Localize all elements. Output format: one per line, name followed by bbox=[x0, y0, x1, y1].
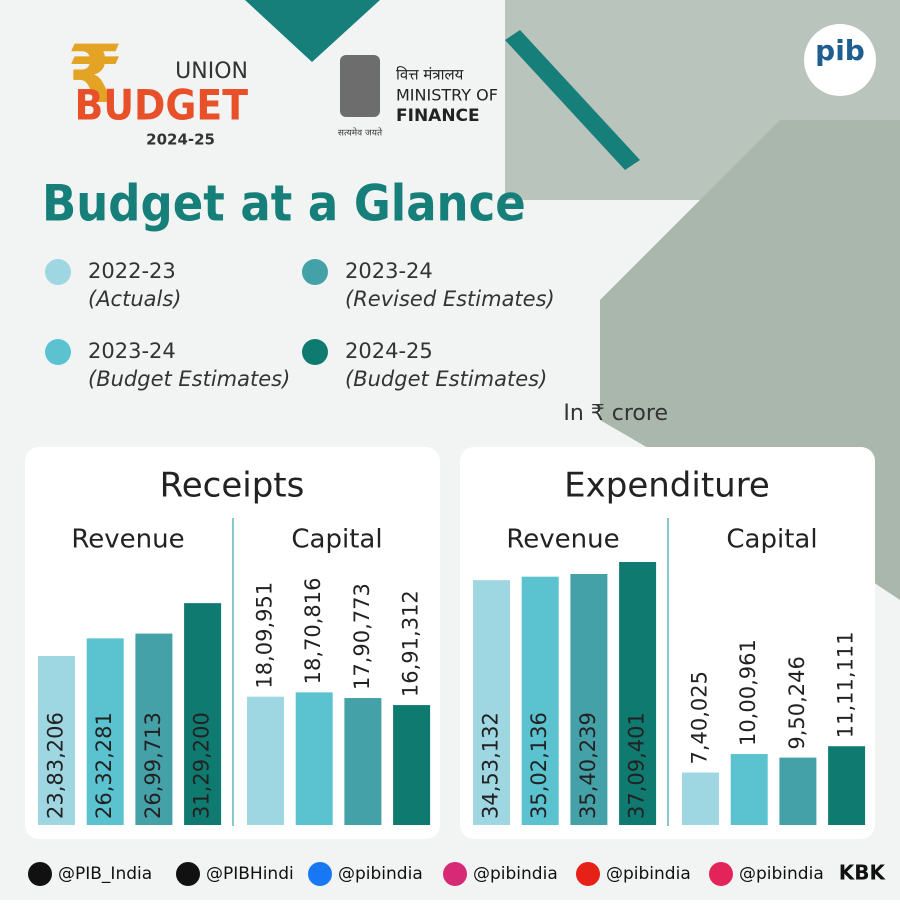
category-label: Revenue bbox=[506, 525, 619, 555]
social-icon bbox=[308, 862, 332, 886]
bar bbox=[521, 576, 559, 825]
value-label: 18,09,951 bbox=[253, 582, 277, 689]
category-label: Capital bbox=[726, 525, 817, 555]
bar bbox=[779, 757, 817, 825]
social-icon bbox=[709, 862, 733, 886]
social-icon bbox=[176, 862, 200, 886]
bar bbox=[135, 633, 173, 825]
emblem bbox=[340, 55, 380, 117]
value-label: 16,91,312 bbox=[399, 590, 423, 697]
ministry-finance: FINANCE bbox=[396, 106, 480, 126]
social-handle: @PIBHindi bbox=[206, 864, 294, 884]
social-icon bbox=[443, 862, 467, 886]
pib-logo-text: pib bbox=[815, 34, 865, 67]
footer-tag: KBK bbox=[839, 861, 887, 885]
value-label: 35,02,136 bbox=[527, 712, 551, 819]
category-label: Capital bbox=[291, 525, 382, 555]
bar bbox=[184, 603, 222, 825]
unit-note: In ₹ crore bbox=[563, 401, 668, 426]
logo-year: 2024-25 bbox=[146, 131, 215, 149]
legend-note: (Budget Estimates) bbox=[88, 367, 290, 391]
legend-label: 2024-25 bbox=[345, 339, 433, 363]
bar bbox=[86, 638, 124, 825]
category-label: Revenue bbox=[71, 525, 184, 555]
social-handle: @pibindia bbox=[739, 864, 824, 884]
legend-swatch bbox=[302, 339, 328, 365]
value-label: 11,11,111 bbox=[834, 631, 858, 738]
bar bbox=[247, 696, 284, 825]
rupee-logo: ₹ bbox=[67, 28, 123, 121]
bar bbox=[344, 698, 382, 825]
legend-swatch bbox=[302, 259, 328, 285]
bar bbox=[473, 580, 510, 825]
emblem-motto: सत्यमेव जयते bbox=[338, 127, 383, 139]
chart-title: Receipts bbox=[160, 466, 305, 506]
value-label: 26,32,281 bbox=[92, 712, 116, 819]
chart-title: Expenditure bbox=[564, 466, 770, 506]
value-label: 17,90,773 bbox=[350, 583, 374, 690]
legend-note: (Budget Estimates) bbox=[345, 367, 547, 391]
ministry-name: MINISTRY OF bbox=[396, 86, 498, 105]
value-label: 35,40,239 bbox=[576, 712, 600, 819]
logo-union: UNION bbox=[175, 59, 248, 84]
social-icon bbox=[576, 862, 600, 886]
social-handle: @PIB_India bbox=[58, 864, 152, 884]
value-label: 31,29,200 bbox=[190, 712, 214, 819]
value-label: 18,70,816 bbox=[301, 577, 325, 684]
value-label: 10,00,961 bbox=[736, 639, 760, 746]
legend-swatch bbox=[45, 339, 71, 365]
ministry-hindi: वित्त मंत्रालय bbox=[396, 66, 464, 84]
value-label: 23,83,206 bbox=[44, 712, 68, 819]
logo-budget: BUDGET bbox=[75, 81, 249, 130]
value-label: 7,40,025 bbox=[688, 671, 712, 765]
bar bbox=[730, 754, 768, 825]
decor-triangle bbox=[245, 0, 380, 62]
value-label: 34,53,132 bbox=[479, 712, 503, 819]
social-handle: @pibindia bbox=[606, 864, 691, 884]
social-handle: @pibindia bbox=[338, 864, 423, 884]
social-icon bbox=[28, 862, 52, 886]
bar bbox=[295, 692, 333, 825]
page-title: Budget at a Glance bbox=[42, 175, 526, 233]
bar bbox=[393, 705, 431, 825]
value-label: 37,09,401 bbox=[625, 712, 649, 819]
pib-logo bbox=[804, 24, 876, 96]
decor-stripe bbox=[505, 30, 640, 170]
legend-label: 2023-24 bbox=[345, 259, 433, 283]
legend-swatch bbox=[45, 259, 71, 285]
legend-label: 2023-24 bbox=[88, 339, 176, 363]
legend-note: (Actuals) bbox=[88, 287, 182, 311]
social-handle: @pibindia bbox=[473, 864, 558, 884]
bar bbox=[570, 573, 608, 825]
bar bbox=[619, 562, 657, 825]
bar bbox=[38, 656, 75, 825]
bar bbox=[682, 772, 719, 825]
legend-note: (Revised Estimates) bbox=[345, 287, 555, 311]
value-label: 9,50,246 bbox=[785, 656, 809, 750]
legend-label: 2022-23 bbox=[88, 259, 176, 283]
bar bbox=[828, 746, 866, 825]
value-label: 26,99,713 bbox=[141, 712, 165, 819]
